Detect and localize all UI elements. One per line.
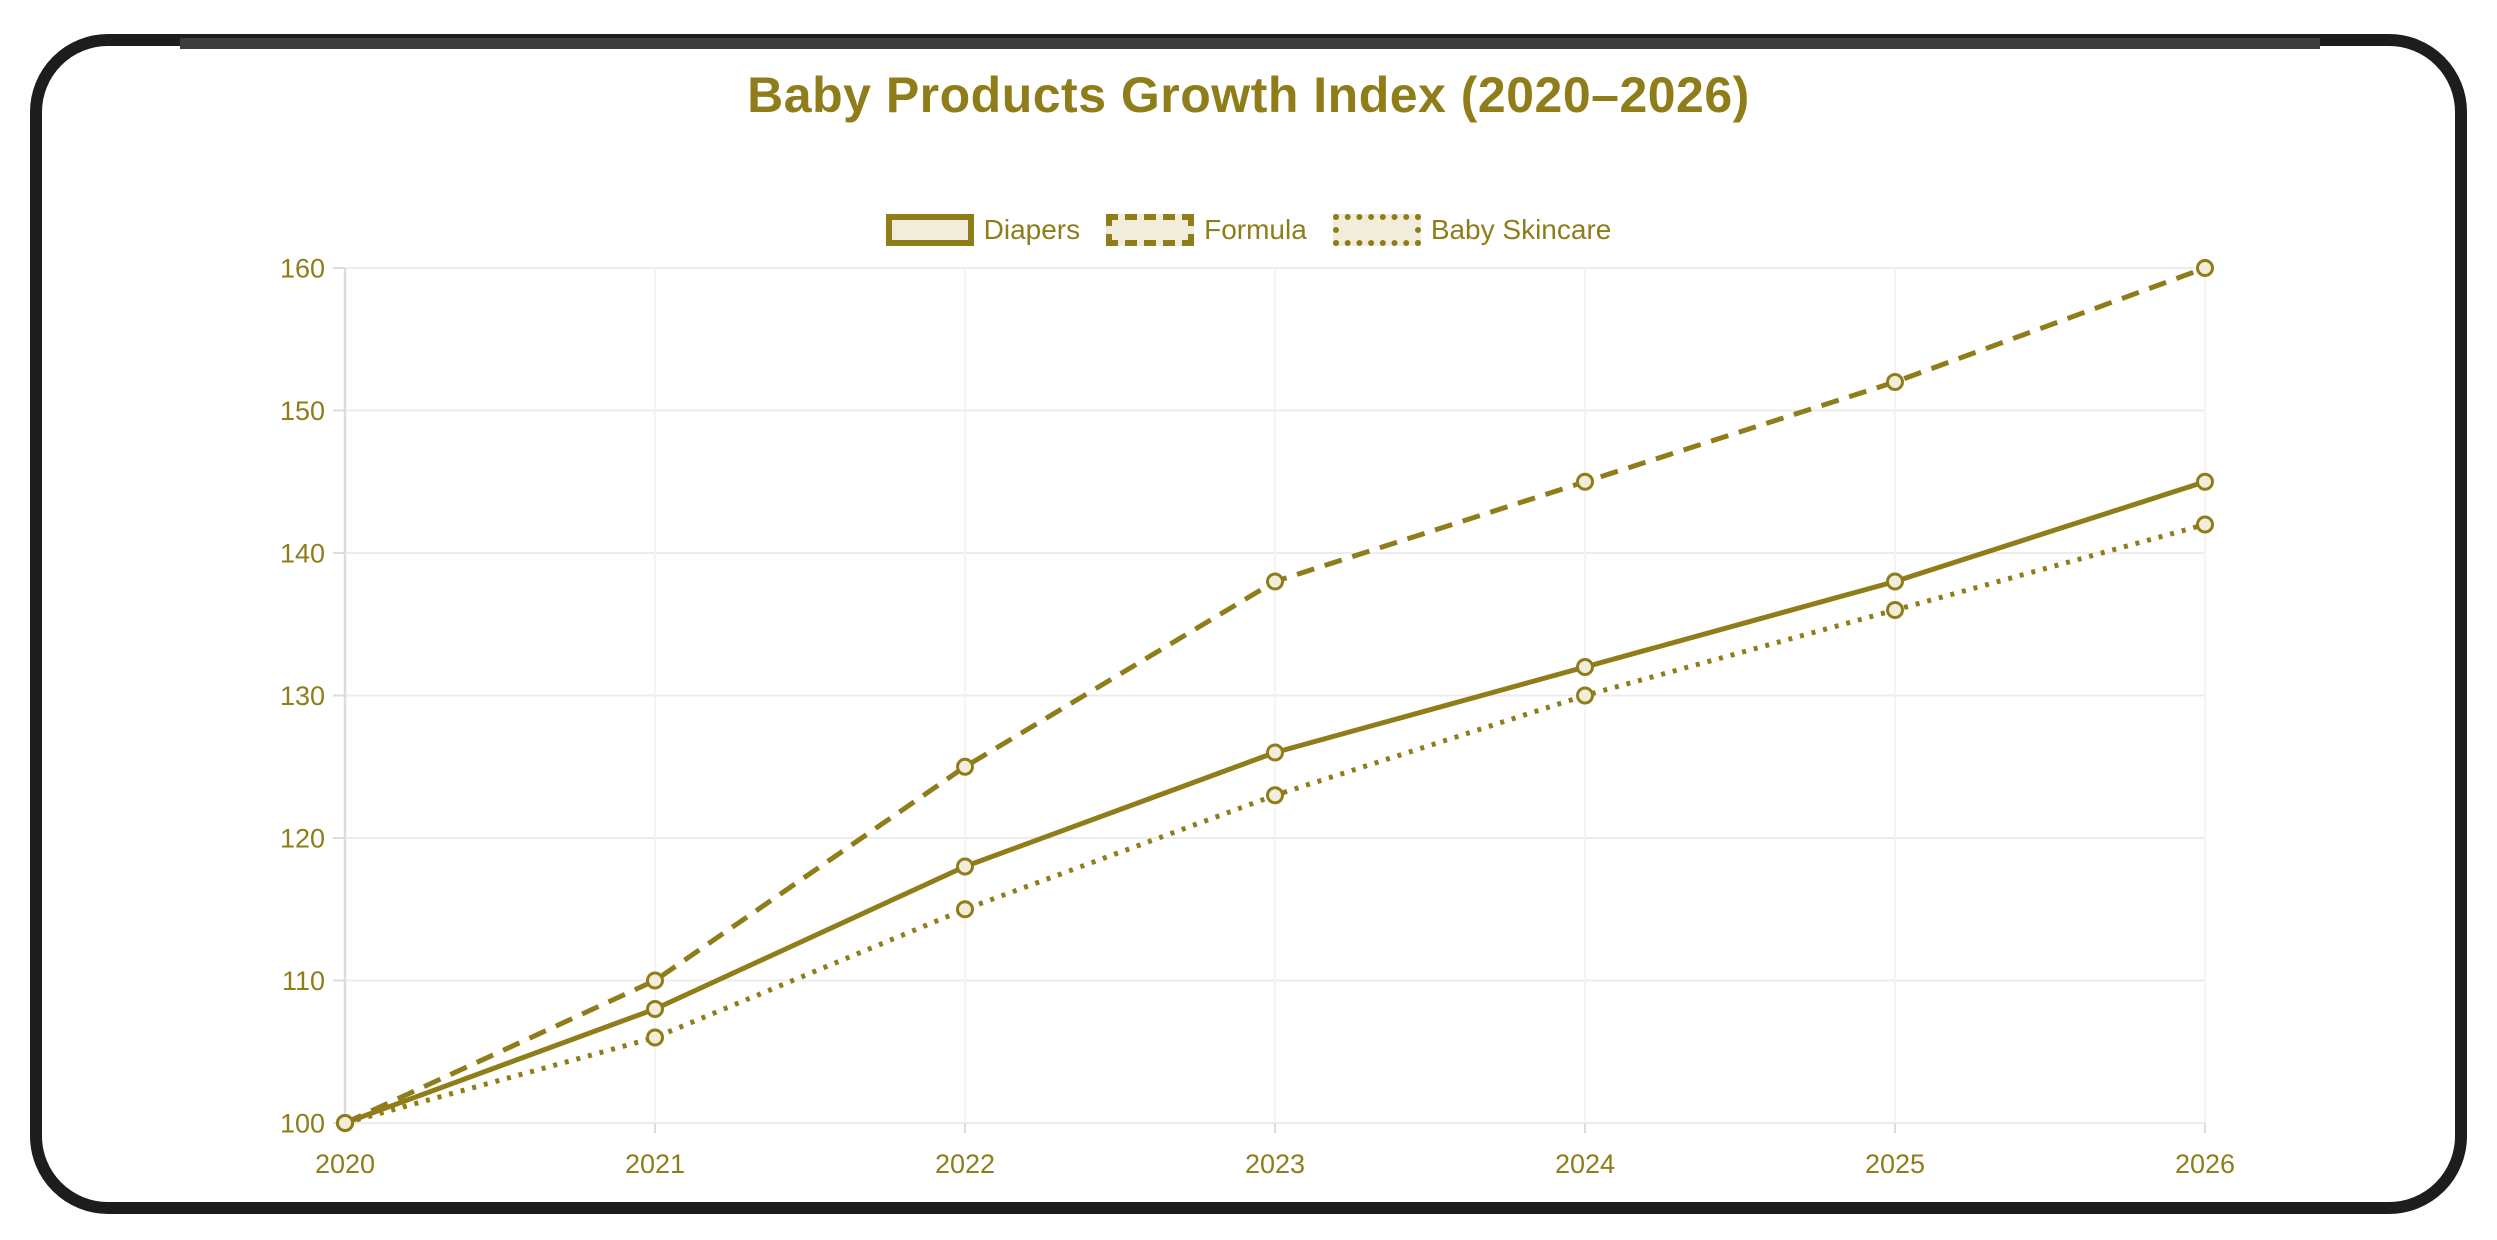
legend-item-formula[interactable]: Formula xyxy=(1106,214,1307,246)
diapers-data-point xyxy=(2196,472,2214,491)
baby-skincare-data-point xyxy=(956,900,974,919)
baby-skincare-data-point xyxy=(646,1028,664,1047)
y-tick-label: 150 xyxy=(280,396,325,426)
solid-line-swatch-icon xyxy=(885,214,974,246)
window-frame-top-edge xyxy=(180,38,2320,49)
diapers-data-point xyxy=(956,857,974,876)
y-tick-label: 130 xyxy=(280,681,325,711)
x-tick-label: 2022 xyxy=(935,1149,995,1179)
legend-item-diapers[interactable]: Diapers xyxy=(885,214,1081,246)
chart-title: Baby Products Growth Index (2020–2026) xyxy=(747,67,1750,123)
baby-skincare-data-point xyxy=(336,1114,354,1132)
formula-data-point xyxy=(1886,373,1904,391)
formula-data-point xyxy=(956,757,974,776)
diapers-data-point xyxy=(1266,743,1284,762)
formula-data-point xyxy=(1576,472,1594,491)
y-tick-label: 160 xyxy=(280,253,325,283)
y-tick-label: 110 xyxy=(282,966,325,996)
baby-skincare-data-point xyxy=(2196,515,2214,534)
diapers-data-point xyxy=(1576,658,1594,676)
baby-skincare-data-point xyxy=(1886,601,1904,619)
formula-data-point xyxy=(1266,572,1284,591)
formula-data-point xyxy=(646,971,664,990)
baby-skincare-data-point xyxy=(1266,786,1284,805)
legend-label-formula: Formula xyxy=(1204,214,1307,245)
y-tick-label: 140 xyxy=(280,538,325,568)
x-tick-label: 2023 xyxy=(1245,1149,1305,1179)
x-tick-label: 2021 xyxy=(625,1149,685,1179)
x-tick-label: 2020 xyxy=(315,1149,375,1179)
dotted-line-swatch-icon xyxy=(1332,214,1421,246)
x-tick-label: 2025 xyxy=(1865,1149,1925,1179)
y-tick-label: 120 xyxy=(280,823,325,853)
diapers-data-point xyxy=(1886,572,1904,591)
chart-legend: Diapers Formula Baby Skincare xyxy=(0,214,2497,246)
diapers-data-point xyxy=(646,1000,664,1018)
legend-label-diapers: Diapers xyxy=(983,214,1081,245)
formula-data-point xyxy=(2196,259,2214,277)
legend-label-baby-skincare: Baby Skincare xyxy=(1430,214,1612,245)
y-tick-label: 100 xyxy=(280,1108,325,1138)
baby-skincare-data-point xyxy=(1576,686,1594,705)
x-tick-label: 2024 xyxy=(1555,1149,1615,1179)
x-tick-label: 2026 xyxy=(2175,1149,2235,1179)
legend-item-baby-skincare[interactable]: Baby Skincare xyxy=(1332,214,1612,246)
dashed-line-swatch-icon xyxy=(1106,214,1195,246)
